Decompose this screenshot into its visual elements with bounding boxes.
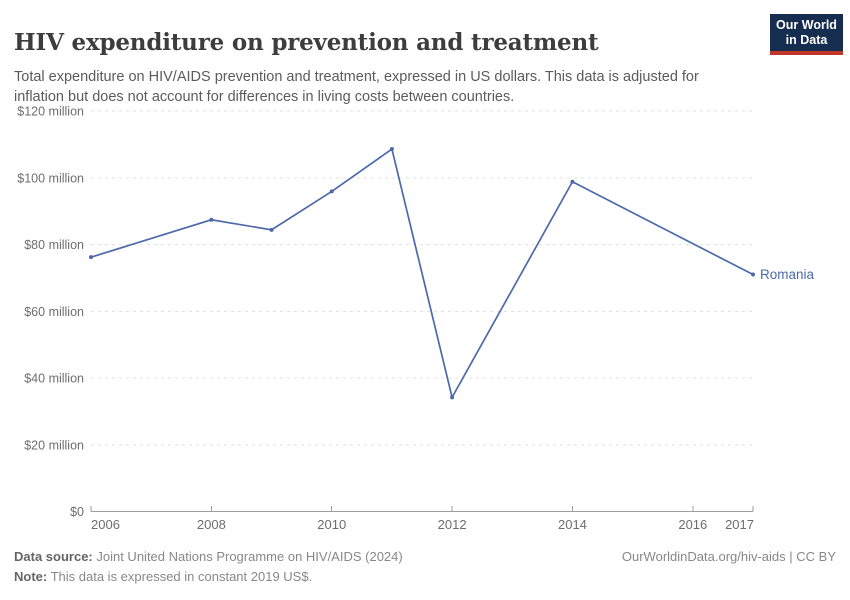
chart-footer: Data source: Joint United Nations Progra…	[14, 547, 836, 587]
note-line: Note: This data is expressed in constant…	[14, 567, 836, 587]
x-axis-label: 2012	[438, 517, 467, 532]
data-point-marker[interactable]	[329, 189, 334, 194]
data-point-marker[interactable]	[570, 179, 575, 184]
y-axis-label: $120 million	[17, 105, 84, 119]
data-point-marker[interactable]	[751, 272, 755, 277]
data-point-marker[interactable]	[269, 227, 274, 232]
series-label[interactable]: Romania	[760, 267, 815, 282]
data-point-marker[interactable]	[450, 395, 455, 400]
x-axis-label: 2014	[558, 517, 587, 532]
chart-subtitle-line2: inflation but does not account for diffe…	[14, 88, 515, 105]
chart-subtitle-line1: Total expenditure on HIV/AIDS prevention…	[14, 68, 699, 85]
owid-logo-line2: in Data	[785, 33, 828, 47]
x-axis-label: 2010	[317, 517, 346, 532]
datasource-label: Data source:	[14, 549, 93, 564]
chart-subtitle: Total expenditure on HIV/AIDS prevention…	[14, 67, 754, 107]
data-line[interactable]	[90, 147, 754, 400]
x-axis-label: 2006	[91, 517, 120, 532]
owid-logo-line1: Our World	[776, 18, 837, 32]
owid-logo[interactable]: Our World in Data	[770, 14, 843, 55]
data-point-marker[interactable]	[209, 217, 214, 222]
note-text: This data is expressed in constant 2019 …	[47, 569, 313, 584]
y-axis-label: $40 million	[24, 372, 84, 386]
y-axis-label: $20 million	[24, 438, 84, 452]
y-axis-label: $60 million	[24, 305, 84, 319]
y-axis-label: $80 million	[24, 238, 84, 252]
chart-title: HIV expenditure on prevention and treatm…	[14, 29, 599, 57]
data-point-marker[interactable]	[89, 255, 93, 260]
datasource-line: Data source: Joint United Nations Progra…	[14, 547, 836, 567]
line-chart-canvas: $0 $20 million $40 million $60 million $80 m…	[17, 105, 815, 533]
note-label: Note:	[14, 569, 48, 584]
data-point-marker[interactable]	[389, 147, 394, 152]
x-axis-label: 2016	[678, 517, 707, 532]
x-axis-label: 2017	[725, 517, 754, 532]
y-axis-label: $0	[70, 505, 84, 519]
y-axis-label: $100 million	[17, 171, 84, 185]
x-axis-label: 2008	[197, 517, 226, 532]
attribution-link[interactable]: OurWorldinData.org/hiv-aids | CC BY	[621, 549, 836, 564]
datasource-text: Joint United Nations Programme on HIV/AI…	[92, 549, 403, 564]
